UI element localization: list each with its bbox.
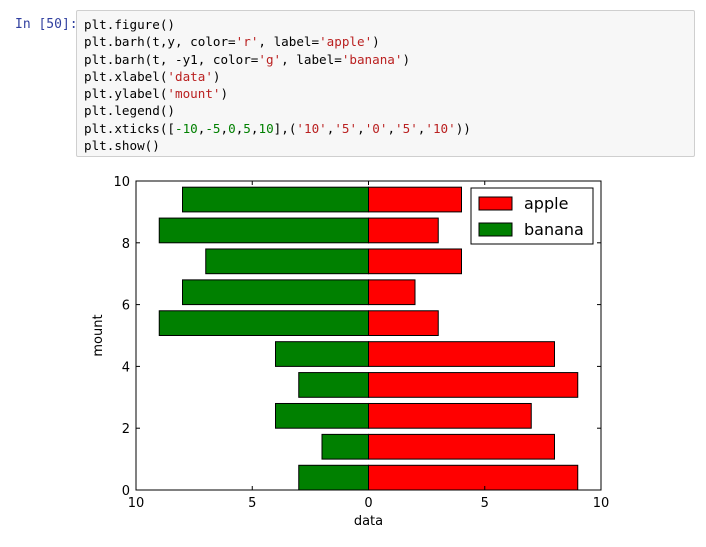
code-token: 5 <box>243 120 251 136</box>
legend-swatch-banana <box>478 222 513 237</box>
banana-bar <box>158 310 369 336</box>
code-line: plt.show() <box>84 138 160 153</box>
code-line: plt.ylabel('mount') <box>84 86 228 101</box>
apple-bar <box>368 341 555 367</box>
apple-bar <box>368 310 439 336</box>
banana-bar <box>298 464 369 491</box>
apple-bar <box>368 279 416 306</box>
code-token: , <box>357 120 365 136</box>
code-line: plt.xlabel('data') <box>84 69 221 84</box>
y-axis-label: mount <box>91 314 106 356</box>
y-tick-label: 6 <box>122 299 130 314</box>
code-token: 'banana' <box>341 51 403 67</box>
banana-bar <box>298 372 369 398</box>
code-token: 'r' <box>235 34 259 50</box>
x-axis-label: data <box>354 514 383 529</box>
code-token: '0' <box>364 120 388 136</box>
code-token: , <box>250 120 259 136</box>
code-token: '5' <box>334 120 358 136</box>
code-token: , <box>387 120 396 136</box>
banana-bar <box>205 248 369 275</box>
code-token: ) <box>212 68 221 84</box>
code-token: , <box>220 120 229 136</box>
code-cell[interactable]: plt.figure() plt.barh(t,y, color='r', la… <box>76 10 695 157</box>
code-token: , label= <box>258 34 320 50</box>
code-token: '10' <box>425 120 456 136</box>
code-token: ) <box>402 51 411 67</box>
banana-bar <box>275 341 369 367</box>
y-tick-label: 8 <box>122 237 130 252</box>
banana-bar <box>321 433 369 460</box>
code-token: 'apple' <box>319 34 373 50</box>
code-token: , <box>326 120 335 136</box>
code-token: ],( <box>273 120 297 136</box>
banana-bar <box>182 186 369 213</box>
code-token: plt.barh(t,y, color= <box>84 34 236 50</box>
code-line: plt.barh(t,y, color='r', label='apple') <box>84 34 380 49</box>
code-token: , label= <box>281 51 342 67</box>
code-token: -5 <box>205 120 221 136</box>
code-token: )) <box>455 120 471 136</box>
x-tick-label: 5 <box>248 496 256 511</box>
apple-bar <box>368 464 579 491</box>
apple-bar <box>368 217 439 244</box>
code-token: 10 <box>258 120 274 136</box>
apple-bar <box>368 402 532 429</box>
code-token: 0 <box>228 120 236 136</box>
legend-swatch-apple <box>478 196 513 211</box>
code-editor[interactable]: plt.figure() plt.barh(t,y, color='r', la… <box>84 16 471 154</box>
code-line: plt.figure() <box>84 17 175 32</box>
code-token: plt.legend() <box>84 103 175 119</box>
code-token: ) <box>220 86 229 102</box>
x-tick-label: 10 <box>593 496 610 511</box>
code-token: plt.xticks([ <box>84 120 175 136</box>
apple-bar <box>368 372 579 398</box>
code-token: 'mount' <box>167 86 221 102</box>
input-prompt: In [50]: <box>15 17 78 32</box>
code-line: plt.barh(t, -y1, color='g', label='banan… <box>84 52 410 67</box>
code-token: '5' <box>395 120 418 136</box>
banana-bar <box>158 217 369 244</box>
apple-bar <box>368 433 555 460</box>
code-token: plt.figure() <box>84 17 175 32</box>
code-token: plt.ylabel( <box>84 86 168 102</box>
x-tick-label: 10 <box>128 496 145 511</box>
code-token: , <box>197 120 206 136</box>
code-token: 'g' <box>258 51 282 67</box>
legend-label-banana: banana <box>524 220 584 239</box>
code-token: ) <box>372 34 380 50</box>
y-tick-label: 10 <box>113 175 130 190</box>
code-token: plt.xlabel( <box>84 68 168 84</box>
y-tick-label: 2 <box>122 422 130 437</box>
legend-label-apple: apple <box>524 194 568 213</box>
output-area: 10 5 0 5 10 0 2 4 6 8 10 data mount apple banana <box>76 168 636 542</box>
apple-bar <box>368 248 462 275</box>
banana-bar <box>275 402 369 429</box>
code-token: -10 <box>175 120 198 136</box>
code-token: 'data' <box>167 68 213 84</box>
code-token: plt.barh(t, -y1, color= <box>84 51 259 67</box>
y-tick-label: 0 <box>122 484 130 499</box>
x-tick-label: 0 <box>364 496 372 511</box>
code-token: plt.show() <box>84 138 160 154</box>
code-line: plt.legend() <box>84 103 175 118</box>
code-token: '10' <box>296 120 327 136</box>
banana-bar <box>182 279 369 306</box>
code-token: , <box>417 120 426 136</box>
x-tick-label: 5 <box>481 496 489 511</box>
apple-bar <box>368 186 462 213</box>
code-token: , <box>235 120 244 136</box>
code-line: plt.xticks([-10,-5,0,5,10],('10','5','0'… <box>84 121 471 136</box>
y-tick-label: 4 <box>122 360 130 375</box>
